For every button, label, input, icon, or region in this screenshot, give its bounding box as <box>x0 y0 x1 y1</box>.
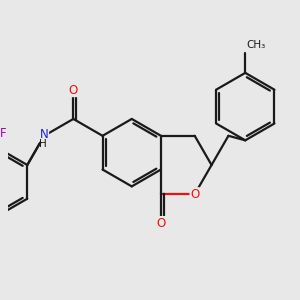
Text: F: F <box>0 128 7 140</box>
Text: N: N <box>40 128 49 141</box>
Text: O: O <box>190 188 199 201</box>
Text: O: O <box>156 217 166 230</box>
Text: CH₃: CH₃ <box>246 40 266 50</box>
Text: O: O <box>69 84 78 97</box>
Text: H: H <box>39 139 47 149</box>
